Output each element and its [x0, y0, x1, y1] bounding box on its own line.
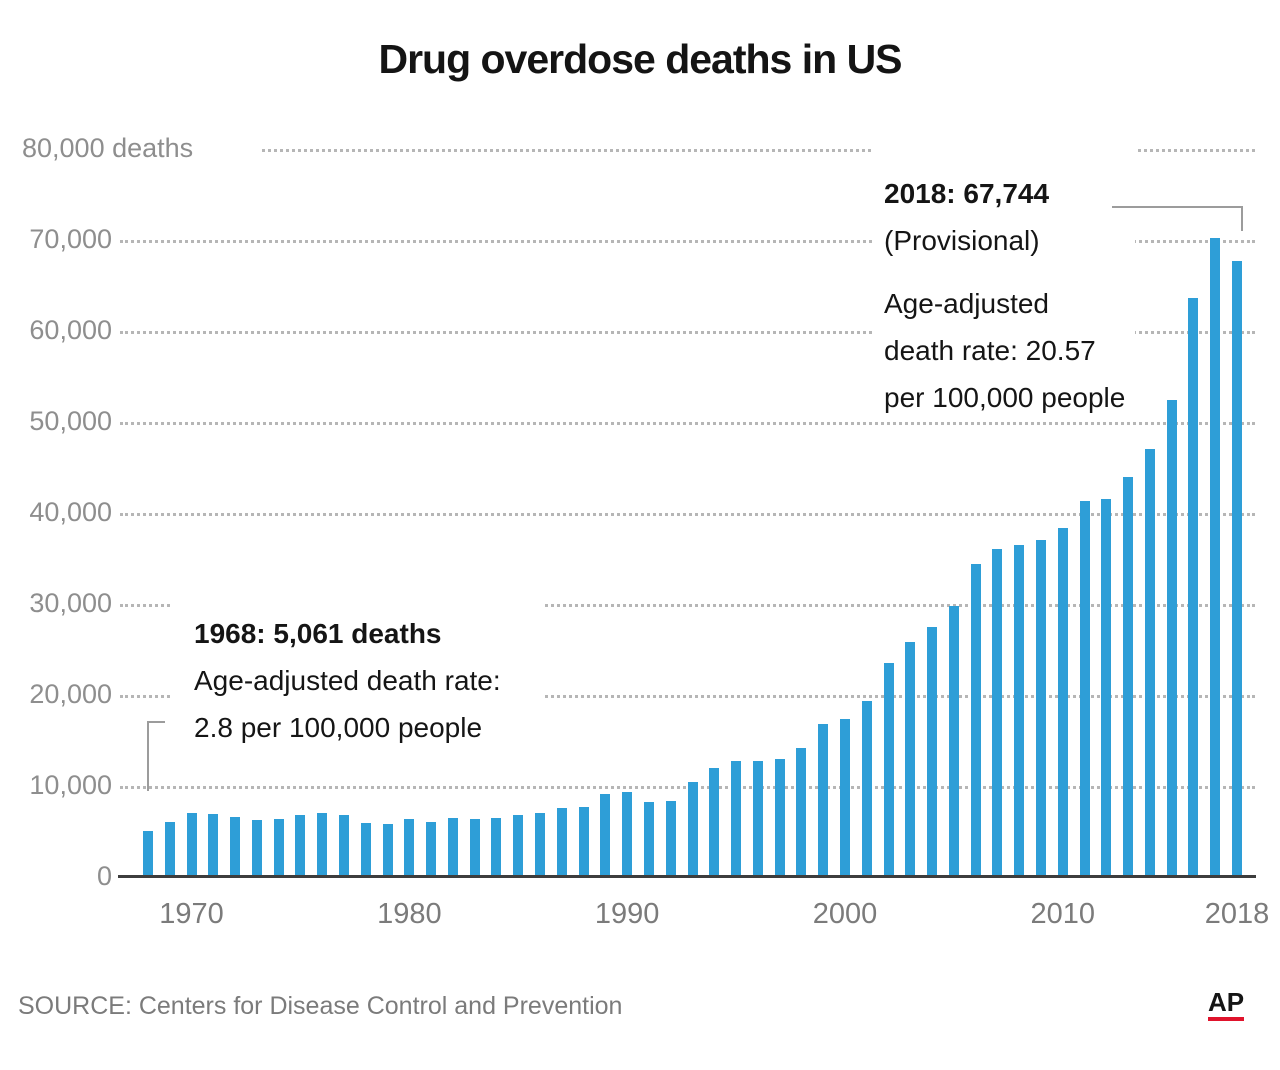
- bar-1985: [513, 815, 524, 877]
- y-axis-label: 50,000: [29, 406, 112, 436]
- bar-2003: [905, 642, 916, 877]
- annotation-2018-line1: Age-adjusted: [884, 288, 1050, 319]
- bar-1999: [818, 723, 829, 877]
- gridline: [120, 240, 1255, 243]
- ap-logo-underline: [1208, 1017, 1244, 1021]
- bar-1990: [622, 792, 633, 877]
- x-axis-line: [118, 875, 1256, 878]
- gridline: [120, 695, 1255, 698]
- callout-line-2018-horizontal: [1112, 206, 1243, 208]
- annotation-2018-line3: per 100,000 people: [884, 382, 1126, 413]
- bar-2000: [839, 718, 850, 877]
- y-axis-label: 80,000 deaths: [22, 133, 194, 163]
- bar-1988: [578, 806, 589, 877]
- bar-1970: [186, 813, 197, 877]
- bar-1992: [665, 800, 676, 877]
- bar-2011: [1079, 500, 1090, 877]
- bar-2008: [1014, 545, 1025, 877]
- y-axis-label: 70,000: [29, 224, 112, 254]
- bar-1995: [731, 761, 742, 877]
- callout-line-1968-vertical: [147, 721, 149, 791]
- bar-1977: [339, 815, 350, 877]
- annotation-2018-subhead: (Provisional): [884, 225, 1040, 256]
- bar-2012: [1101, 499, 1112, 877]
- bar-1980: [404, 818, 415, 877]
- x-axis-label: 1970: [159, 898, 224, 930]
- y-axis-label: 60,000: [29, 315, 112, 345]
- bar-2017: [1210, 237, 1221, 877]
- plot-area: [120, 149, 1255, 877]
- annotation-1968-line2: 2.8 per 100,000 people: [194, 712, 483, 743]
- bar-1984: [491, 817, 502, 877]
- bar-1993: [687, 781, 698, 877]
- bar-2002: [883, 663, 894, 877]
- bar-1968: [143, 830, 153, 877]
- bar-1997: [774, 758, 785, 877]
- bar-1976: [317, 813, 328, 877]
- x-axis-label: 2010: [1030, 898, 1095, 930]
- y-axis-label: 40,000: [29, 497, 112, 527]
- bar-1982: [447, 817, 458, 877]
- bar-1973: [251, 819, 262, 877]
- bar-1979: [382, 824, 393, 877]
- bar-2004: [927, 627, 938, 877]
- gridline: [262, 149, 1255, 152]
- callout-line-1968-horizontal: [147, 721, 165, 723]
- gridline: [120, 604, 1255, 607]
- bar-2014: [1144, 448, 1155, 877]
- x-axis-label: 1980: [377, 898, 442, 930]
- bar-2015: [1166, 400, 1177, 877]
- x-axis-label: 2018: [1204, 898, 1270, 930]
- bar-1983: [469, 818, 480, 877]
- bar-1972: [230, 816, 241, 877]
- x-axis-label: 1990: [594, 898, 660, 930]
- ap-logo: AP: [1208, 988, 1244, 1021]
- callout-line-2018-vertical: [1241, 206, 1243, 231]
- annotation-2018-headline: 2018: 67,744: [884, 178, 1050, 209]
- gridline: [120, 422, 1255, 425]
- bar-1971: [208, 814, 219, 877]
- y-axis-label: 10,000: [29, 770, 112, 800]
- bar-1989: [600, 794, 611, 877]
- bar-2013: [1123, 476, 1134, 877]
- source-text: SOURCE: Centers for Disease Control and …: [18, 992, 623, 1020]
- annotation-2018: 2018: 67,744 (Provisional) Age-adjusted …: [872, 142, 1135, 413]
- bar-2006: [970, 563, 981, 877]
- chart-title: Drug overdose deaths in US: [378, 36, 902, 82]
- bar-2009: [1035, 540, 1046, 877]
- gridline: [120, 331, 1255, 334]
- bar-2018: [1232, 260, 1242, 877]
- y-axis-label: 0: [96, 861, 112, 891]
- bar-1998: [796, 747, 807, 877]
- bar-2007: [992, 549, 1003, 877]
- y-axis-label: 30,000: [29, 588, 112, 618]
- bar-1986: [535, 813, 546, 877]
- annotation-spacer: [884, 264, 1135, 280]
- y-axis-label: 20,000: [29, 679, 112, 709]
- bar-2010: [1057, 528, 1068, 877]
- bar-1978: [360, 823, 371, 877]
- bar-2005: [948, 605, 959, 877]
- bar-1987: [556, 807, 567, 877]
- bar-1969: [164, 822, 175, 877]
- x-axis-label: 2000: [812, 898, 878, 930]
- annotation-1968: 1968: 5,061 deaths Age-adjusted death ra…: [172, 598, 544, 761]
- bar-1991: [643, 802, 654, 877]
- bar-1981: [426, 821, 437, 877]
- bar-1996: [752, 760, 763, 877]
- bar-2016: [1188, 297, 1199, 877]
- bar-1975: [295, 815, 306, 877]
- gridline: [120, 513, 1255, 516]
- annotation-1968-line1: Age-adjusted death rate:: [194, 665, 501, 696]
- bar-1994: [709, 767, 720, 877]
- ap-logo-text: AP: [1208, 987, 1245, 1017]
- annotation-1968-headline: 1968: 5,061 deaths: [194, 618, 442, 649]
- bar-2001: [861, 700, 872, 877]
- bar-1974: [273, 818, 284, 877]
- annotation-2018-line2: death rate: 20.57: [884, 335, 1096, 366]
